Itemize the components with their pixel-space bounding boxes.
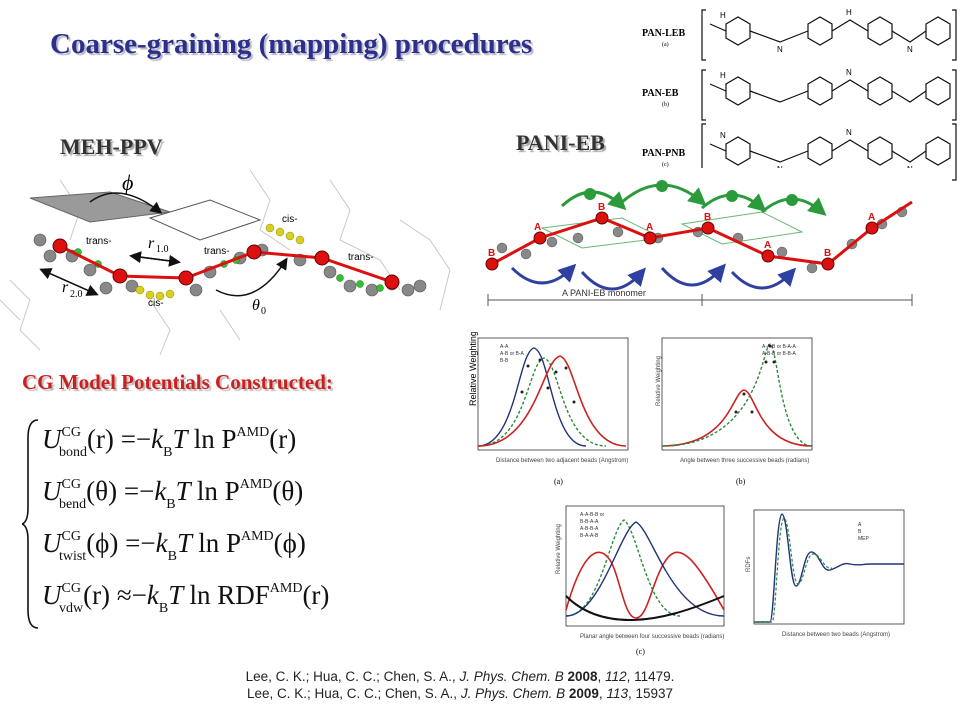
equation-bond: UCGbond(r) =−kBT ln PAMD(r)	[42, 424, 297, 460]
plot-b-tag: (b)	[736, 477, 746, 486]
bead-label: A	[868, 212, 875, 223]
r1-subscript: 1.0	[156, 244, 169, 255]
bead-label: B	[488, 248, 495, 259]
bead-label: B	[704, 212, 711, 223]
plot-c: A-A-B-B or B-B-A-A A-B-B-A B-A-A-B Plana…	[556, 505, 725, 656]
plot-c-ylabel: Relative Weighting	[556, 524, 562, 574]
eq-U: U	[42, 424, 62, 454]
plot-b-legend: A-A-B or B-A-A	[762, 344, 797, 350]
bead-label: A	[534, 222, 541, 233]
reference-2: Lee, C. K.; Hua, C. C.; Chen, S. A., J. …	[246, 686, 674, 701]
phi-label: ϕ	[122, 170, 133, 195]
plot-c-tag: (c)	[636, 647, 645, 656]
plot-d-legend: MEP	[858, 536, 870, 542]
plot-d-xlabel: Distance between two beads (Angstrom)	[782, 632, 890, 638]
svg-text:N: N	[846, 128, 852, 137]
cg-potential-equations: UCGbond(r) =−kBT ln PAMD(r) UCGbend(θ) =…	[22, 418, 442, 630]
plot-c-legend: A-B-B-A	[580, 526, 599, 532]
chem-label: PAN-EB	[642, 88, 679, 99]
trans-label-1: trans-	[86, 236, 112, 247]
plot-a-ylabel: Relative Weighting	[468, 332, 478, 406]
plot-c-xlabel: Planar angle between four successive bea…	[580, 634, 724, 640]
svg-text:N: N	[846, 68, 852, 77]
r2-label: r	[62, 279, 69, 296]
plot-d-ylabel: RDFs	[746, 557, 752, 572]
plot-d-legend: A	[858, 522, 862, 528]
plot-a-legend: A-B or B-A	[500, 351, 525, 357]
chem-structures: PAN-LEB (a) H N H N PAN-EB (b) H N PAN-P…	[642, 8, 957, 181]
equation-vdw: UCGvdw(r) ≈−kBT ln RDFAMD(r)	[42, 580, 330, 616]
cis-label-1: cis-	[282, 214, 298, 225]
pani-monomer-caption: A PANI-EB monomer	[562, 288, 646, 298]
trans-label-2: trans-	[204, 246, 230, 257]
svg-text:N: N	[720, 131, 726, 140]
chem-tag: (c)	[662, 161, 669, 168]
chem-label: PAN-LEB	[642, 28, 685, 39]
chem-label: PAN-PNB	[642, 148, 685, 159]
equation-twist: UCGtwist(ϕ) =−kBT ln PAMD(ϕ)	[42, 528, 306, 564]
chem-tag: (b)	[662, 101, 669, 108]
svg-text:H: H	[846, 8, 852, 17]
cis-label-2: cis-	[148, 298, 164, 309]
eq-cg-sup: CG	[61, 425, 81, 440]
svg-text:H: H	[720, 11, 726, 20]
theta-subscript: 0	[261, 306, 266, 317]
bead-label: A	[764, 240, 771, 251]
brace-icon	[22, 419, 39, 629]
svg-text:N: N	[777, 45, 783, 54]
pani-eb-label: PANI-EB	[516, 130, 605, 155]
plot-b-ylabel: Relative Weighting	[656, 356, 662, 406]
plot-a-tag: (a)	[554, 477, 563, 486]
plot-b-xlabel: Angle between three successive beads (ra…	[680, 458, 809, 464]
theta-label: θ	[252, 297, 260, 314]
svg-text:N: N	[907, 45, 913, 54]
pani-eb-diagram: A B A B A B A B A PANI-EB monomer	[482, 168, 922, 318]
bead-label: A	[646, 222, 653, 233]
r1-label: r	[148, 235, 155, 252]
slide-title: Coarse-graining (mapping) procedures	[50, 28, 533, 60]
equation-bend: UCGbend(θ) =−kBT ln PAMD(θ)	[42, 476, 304, 512]
r2-subscript: 2.0	[70, 289, 83, 300]
plot-c-legend: B-A-A-B	[580, 533, 599, 539]
plot-b-legend: A-B-B or B-B-A	[762, 351, 797, 357]
eq-sub: bond	[58, 445, 87, 460]
bead-label: B	[824, 248, 831, 259]
reference-1: Lee, C. K.; Hua, C. C.; Chen, S. A., J. …	[245, 669, 675, 684]
plot-a: Relative Weighting Distance between two …	[468, 332, 628, 486]
trans-label-3: trans-	[348, 252, 374, 263]
plot-a-legend: B-B	[500, 358, 509, 364]
plot-a-xlabel: Distance between two adjacent beads (Ang…	[496, 458, 628, 464]
plot-d-legend: B	[858, 529, 862, 535]
meh-ppv-label: MEH-PPV	[60, 134, 163, 159]
plot-a-legend: A-A	[500, 344, 509, 350]
plot-b: Angle between three successive beads (ra…	[656, 337, 813, 486]
cg-model-title: CG Model Potentials Constructed:	[22, 370, 333, 394]
meh-ppv-diagram: ϕ trans- trans- trans- cis- cis- r 1.0 r…	[0, 169, 451, 356]
chem-tag: (a)	[662, 41, 669, 48]
chem-structure-eb: PAN-EB (b) H N	[642, 68, 957, 121]
references: Lee, C. K.; Hua, C. C.; Chen, S. A., J. …	[180, 668, 740, 702]
plot-c-legend: A-A-B-B or	[580, 512, 605, 518]
chem-structure-leb: PAN-LEB (a) H N H N	[642, 8, 957, 61]
plot-c-legend: B-B-A-A	[580, 519, 599, 525]
svg-text:H: H	[720, 71, 726, 80]
bead-label: B	[598, 202, 605, 213]
plot-d: A B MEP Distance between two beads (Angs…	[746, 509, 905, 638]
